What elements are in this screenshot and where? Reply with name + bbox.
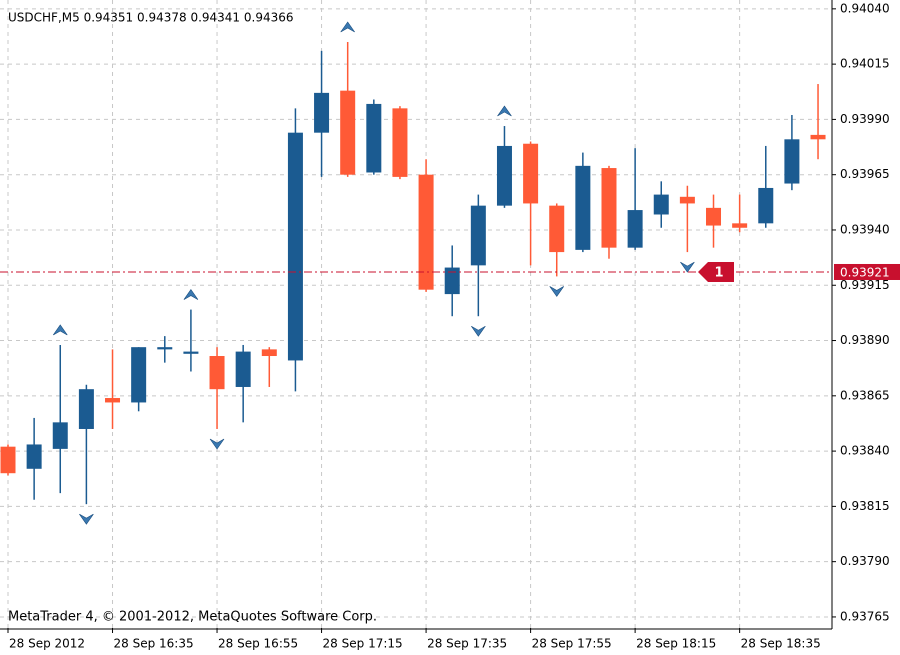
candle-body [784, 139, 800, 184]
fractal-up [340, 21, 355, 33]
order-marker-label: 1 [714, 265, 723, 280]
candle-body [261, 349, 277, 357]
y-tick-label: 0.93965 [840, 167, 890, 181]
x-tick-label: 28 Sep 18:35 [741, 637, 821, 651]
candle-body [183, 351, 199, 354]
y-tick-label: 0.94015 [840, 57, 890, 71]
candle-body [418, 174, 434, 290]
candle-body [575, 165, 591, 250]
candle-body [105, 398, 121, 403]
y-tick-label: 0.93865 [840, 388, 890, 402]
candle-body [0, 446, 16, 474]
candle-body [496, 145, 512, 206]
chart-title: USDCHF,M5 0.94351 0.94378 0.94341 0.9436… [8, 11, 294, 25]
candle-body [758, 187, 774, 224]
candle-body [601, 168, 617, 248]
x-tick-label: 28 Sep 16:35 [114, 637, 194, 651]
fractal-down [680, 261, 695, 273]
candle-body [340, 90, 356, 175]
candle-body [157, 347, 173, 350]
candle-body [52, 422, 68, 449]
x-tick-label: 28 Sep 17:35 [427, 637, 507, 651]
x-tick-label: 28 Sep 17:55 [532, 637, 612, 651]
candle-body [627, 210, 643, 248]
candle-body [732, 223, 748, 228]
candle-body [78, 389, 94, 429]
x-tick-label: 28 Sep 2012 [9, 637, 85, 651]
y-tick-label: 0.93990 [840, 112, 890, 126]
candle-body [209, 356, 225, 390]
fractal-down [209, 438, 225, 450]
y-tick-label: 0.93915 [840, 278, 890, 292]
candle-body [810, 134, 826, 140]
y-tick-label: 0.93890 [840, 333, 890, 347]
order-marker [698, 261, 734, 282]
fractal-down [79, 513, 94, 525]
y-tick-label: 0.93815 [840, 499, 890, 513]
fractal-up [53, 324, 68, 336]
fractal-down [549, 286, 564, 297]
current-price-label: 0.93921 [840, 265, 890, 279]
current-price-box [834, 263, 900, 280]
fractal-up [183, 289, 199, 300]
candle-body [706, 207, 722, 226]
candle-body [549, 205, 565, 253]
candle-body [523, 143, 539, 204]
candle-body [366, 103, 382, 173]
y-tick-label: 0.93790 [840, 554, 890, 568]
y-tick-label: 0.93765 [840, 609, 890, 623]
x-tick-label: 28 Sep 18:15 [636, 637, 716, 651]
x-tick-label: 28 Sep 16:55 [218, 637, 298, 651]
x-tick-label: 28 Sep 17:15 [323, 637, 403, 651]
candle-body [26, 444, 42, 469]
fractal-down [471, 325, 486, 337]
candle-body [679, 196, 695, 204]
candle-body [235, 351, 251, 387]
candle-body [287, 132, 303, 361]
candle-body [131, 347, 147, 403]
candle-body [314, 92, 330, 133]
candle-body [470, 205, 486, 266]
candle-body [444, 267, 460, 295]
y-tick-label: 0.93940 [840, 222, 890, 236]
candle-body [392, 108, 408, 177]
y-tick-label: 0.93840 [840, 444, 890, 458]
candle-body [653, 194, 669, 215]
footer: MetaTrader 4, © 2001-2012, MetaQuotes So… [8, 610, 377, 625]
y-tick-label: 0.94040 [840, 1, 890, 15]
candles [0, 42, 826, 505]
fractal-up [497, 105, 512, 117]
